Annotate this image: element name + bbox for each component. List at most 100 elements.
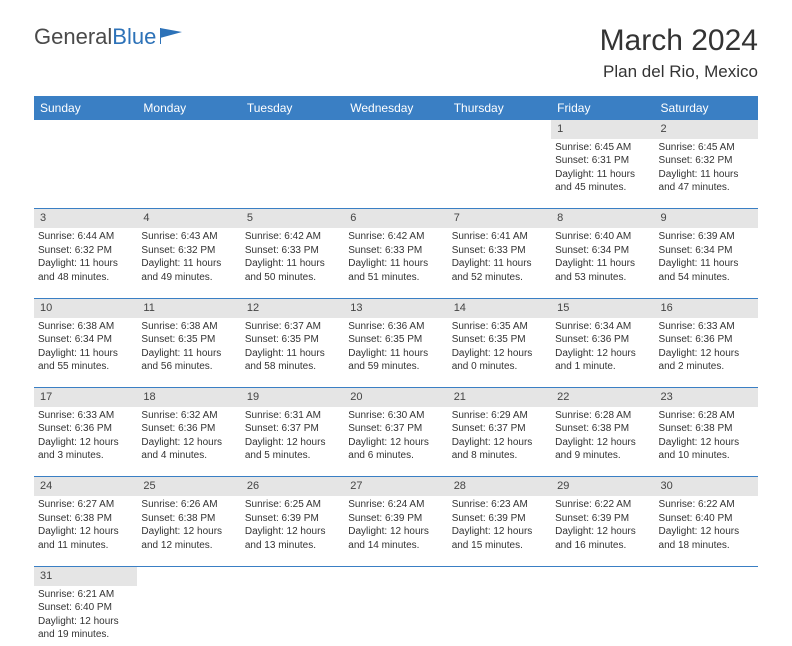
sunrise-text: Sunrise: 6:30 AM — [348, 409, 443, 423]
weekday-header: Friday — [551, 96, 654, 120]
day-cell: Sunrise: 6:45 AMSunset: 6:32 PMDaylight:… — [655, 139, 758, 209]
day-number-cell: 10 — [34, 298, 137, 317]
day-number-cell: 12 — [241, 298, 344, 317]
day-cell: Sunrise: 6:35 AMSunset: 6:35 PMDaylight:… — [448, 318, 551, 388]
logo-text-blue: Blue — [112, 24, 156, 50]
daylight-text: Daylight: 11 hours and 58 minutes. — [245, 347, 340, 374]
daylight-text: Daylight: 11 hours and 45 minutes. — [555, 168, 650, 195]
daylight-text: Daylight: 12 hours and 19 minutes. — [38, 615, 133, 642]
day-cell: Sunrise: 6:23 AMSunset: 6:39 PMDaylight:… — [448, 496, 551, 566]
day-number-cell — [655, 566, 758, 585]
daylight-text: Daylight: 12 hours and 18 minutes. — [659, 525, 754, 552]
sunset-text: Sunset: 6:34 PM — [555, 244, 650, 258]
day-number-cell: 4 — [137, 209, 240, 228]
day-cell: Sunrise: 6:34 AMSunset: 6:36 PMDaylight:… — [551, 318, 654, 388]
day-cell: Sunrise: 6:25 AMSunset: 6:39 PMDaylight:… — [241, 496, 344, 566]
day-number-cell: 20 — [344, 388, 447, 407]
sunrise-text: Sunrise: 6:35 AM — [452, 320, 547, 334]
day-number-cell: 25 — [137, 477, 240, 496]
daylight-text: Daylight: 12 hours and 9 minutes. — [555, 436, 650, 463]
weekday-header: Thursday — [448, 96, 551, 120]
sunrise-text: Sunrise: 6:36 AM — [348, 320, 443, 334]
sunrise-text: Sunrise: 6:45 AM — [555, 141, 650, 155]
day-cell: Sunrise: 6:36 AMSunset: 6:35 PMDaylight:… — [344, 318, 447, 388]
sunset-text: Sunset: 6:33 PM — [452, 244, 547, 258]
title-block: March 2024 Plan del Rio, Mexico — [600, 24, 758, 82]
daylight-text: Daylight: 12 hours and 16 minutes. — [555, 525, 650, 552]
daylight-text: Daylight: 12 hours and 11 minutes. — [38, 525, 133, 552]
sunrise-text: Sunrise: 6:25 AM — [245, 498, 340, 512]
day-cell: Sunrise: 6:42 AMSunset: 6:33 PMDaylight:… — [241, 228, 344, 298]
day-cell: Sunrise: 6:28 AMSunset: 6:38 PMDaylight:… — [655, 407, 758, 477]
day-number-cell — [344, 120, 447, 139]
day-number-cell — [344, 566, 447, 585]
sunset-text: Sunset: 6:39 PM — [555, 512, 650, 526]
day-number-cell: 16 — [655, 298, 758, 317]
sunset-text: Sunset: 6:37 PM — [245, 422, 340, 436]
flag-icon — [160, 24, 182, 50]
day-number-row: 3456789 — [34, 209, 758, 228]
day-number-cell: 28 — [448, 477, 551, 496]
sunrise-text: Sunrise: 6:41 AM — [452, 230, 547, 244]
day-content-row: Sunrise: 6:33 AMSunset: 6:36 PMDaylight:… — [34, 407, 758, 477]
sunset-text: Sunset: 6:40 PM — [659, 512, 754, 526]
day-content-row: Sunrise: 6:44 AMSunset: 6:32 PMDaylight:… — [34, 228, 758, 298]
sunrise-text: Sunrise: 6:38 AM — [141, 320, 236, 334]
day-cell: Sunrise: 6:40 AMSunset: 6:34 PMDaylight:… — [551, 228, 654, 298]
daylight-text: Daylight: 11 hours and 56 minutes. — [141, 347, 236, 374]
sunset-text: Sunset: 6:39 PM — [245, 512, 340, 526]
day-cell: Sunrise: 6:22 AMSunset: 6:40 PMDaylight:… — [655, 496, 758, 566]
day-number-cell: 3 — [34, 209, 137, 228]
sunrise-text: Sunrise: 6:26 AM — [141, 498, 236, 512]
sunrise-text: Sunrise: 6:24 AM — [348, 498, 443, 512]
day-cell: Sunrise: 6:22 AMSunset: 6:39 PMDaylight:… — [551, 496, 654, 566]
weekday-header: Monday — [137, 96, 240, 120]
day-number-cell: 6 — [344, 209, 447, 228]
day-cell: Sunrise: 6:30 AMSunset: 6:37 PMDaylight:… — [344, 407, 447, 477]
daylight-text: Daylight: 12 hours and 14 minutes. — [348, 525, 443, 552]
daylight-text: Daylight: 11 hours and 53 minutes. — [555, 257, 650, 284]
day-number-cell: 13 — [344, 298, 447, 317]
sunrise-text: Sunrise: 6:34 AM — [555, 320, 650, 334]
weekday-header: Wednesday — [344, 96, 447, 120]
day-cell — [551, 586, 654, 646]
sunset-text: Sunset: 6:39 PM — [348, 512, 443, 526]
day-number-cell: 30 — [655, 477, 758, 496]
daylight-text: Daylight: 12 hours and 1 minute. — [555, 347, 650, 374]
sunrise-text: Sunrise: 6:28 AM — [659, 409, 754, 423]
header: GeneralBlue March 2024 Plan del Rio, Mex… — [0, 0, 792, 90]
sunset-text: Sunset: 6:32 PM — [38, 244, 133, 258]
sunrise-text: Sunrise: 6:39 AM — [659, 230, 754, 244]
day-number-cell — [241, 120, 344, 139]
daylight-text: Daylight: 11 hours and 59 minutes. — [348, 347, 443, 374]
day-content-row: Sunrise: 6:27 AMSunset: 6:38 PMDaylight:… — [34, 496, 758, 566]
day-cell: Sunrise: 6:37 AMSunset: 6:35 PMDaylight:… — [241, 318, 344, 388]
day-cell: Sunrise: 6:45 AMSunset: 6:31 PMDaylight:… — [551, 139, 654, 209]
daylight-text: Daylight: 11 hours and 48 minutes. — [38, 257, 133, 284]
day-number-cell: 5 — [241, 209, 344, 228]
sunrise-text: Sunrise: 6:22 AM — [659, 498, 754, 512]
sunset-text: Sunset: 6:35 PM — [141, 333, 236, 347]
sunrise-text: Sunrise: 6:40 AM — [555, 230, 650, 244]
day-number-cell — [137, 566, 240, 585]
day-number-cell: 23 — [655, 388, 758, 407]
day-cell: Sunrise: 6:27 AMSunset: 6:38 PMDaylight:… — [34, 496, 137, 566]
sunrise-text: Sunrise: 6:28 AM — [555, 409, 650, 423]
day-cell — [344, 139, 447, 209]
calendar-table: SundayMondayTuesdayWednesdayThursdayFrid… — [34, 96, 758, 646]
weekday-header: Sunday — [34, 96, 137, 120]
day-cell: Sunrise: 6:21 AMSunset: 6:40 PMDaylight:… — [34, 586, 137, 646]
daylight-text: Daylight: 11 hours and 51 minutes. — [348, 257, 443, 284]
sunrise-text: Sunrise: 6:38 AM — [38, 320, 133, 334]
day-cell: Sunrise: 6:39 AMSunset: 6:34 PMDaylight:… — [655, 228, 758, 298]
day-number-cell: 7 — [448, 209, 551, 228]
sunrise-text: Sunrise: 6:21 AM — [38, 588, 133, 602]
day-number-cell: 15 — [551, 298, 654, 317]
sunset-text: Sunset: 6:37 PM — [348, 422, 443, 436]
day-cell: Sunrise: 6:41 AMSunset: 6:33 PMDaylight:… — [448, 228, 551, 298]
day-content-row: Sunrise: 6:21 AMSunset: 6:40 PMDaylight:… — [34, 586, 758, 646]
day-cell: Sunrise: 6:24 AMSunset: 6:39 PMDaylight:… — [344, 496, 447, 566]
daylight-text: Daylight: 11 hours and 47 minutes. — [659, 168, 754, 195]
daylight-text: Daylight: 12 hours and 5 minutes. — [245, 436, 340, 463]
sunrise-text: Sunrise: 6:44 AM — [38, 230, 133, 244]
